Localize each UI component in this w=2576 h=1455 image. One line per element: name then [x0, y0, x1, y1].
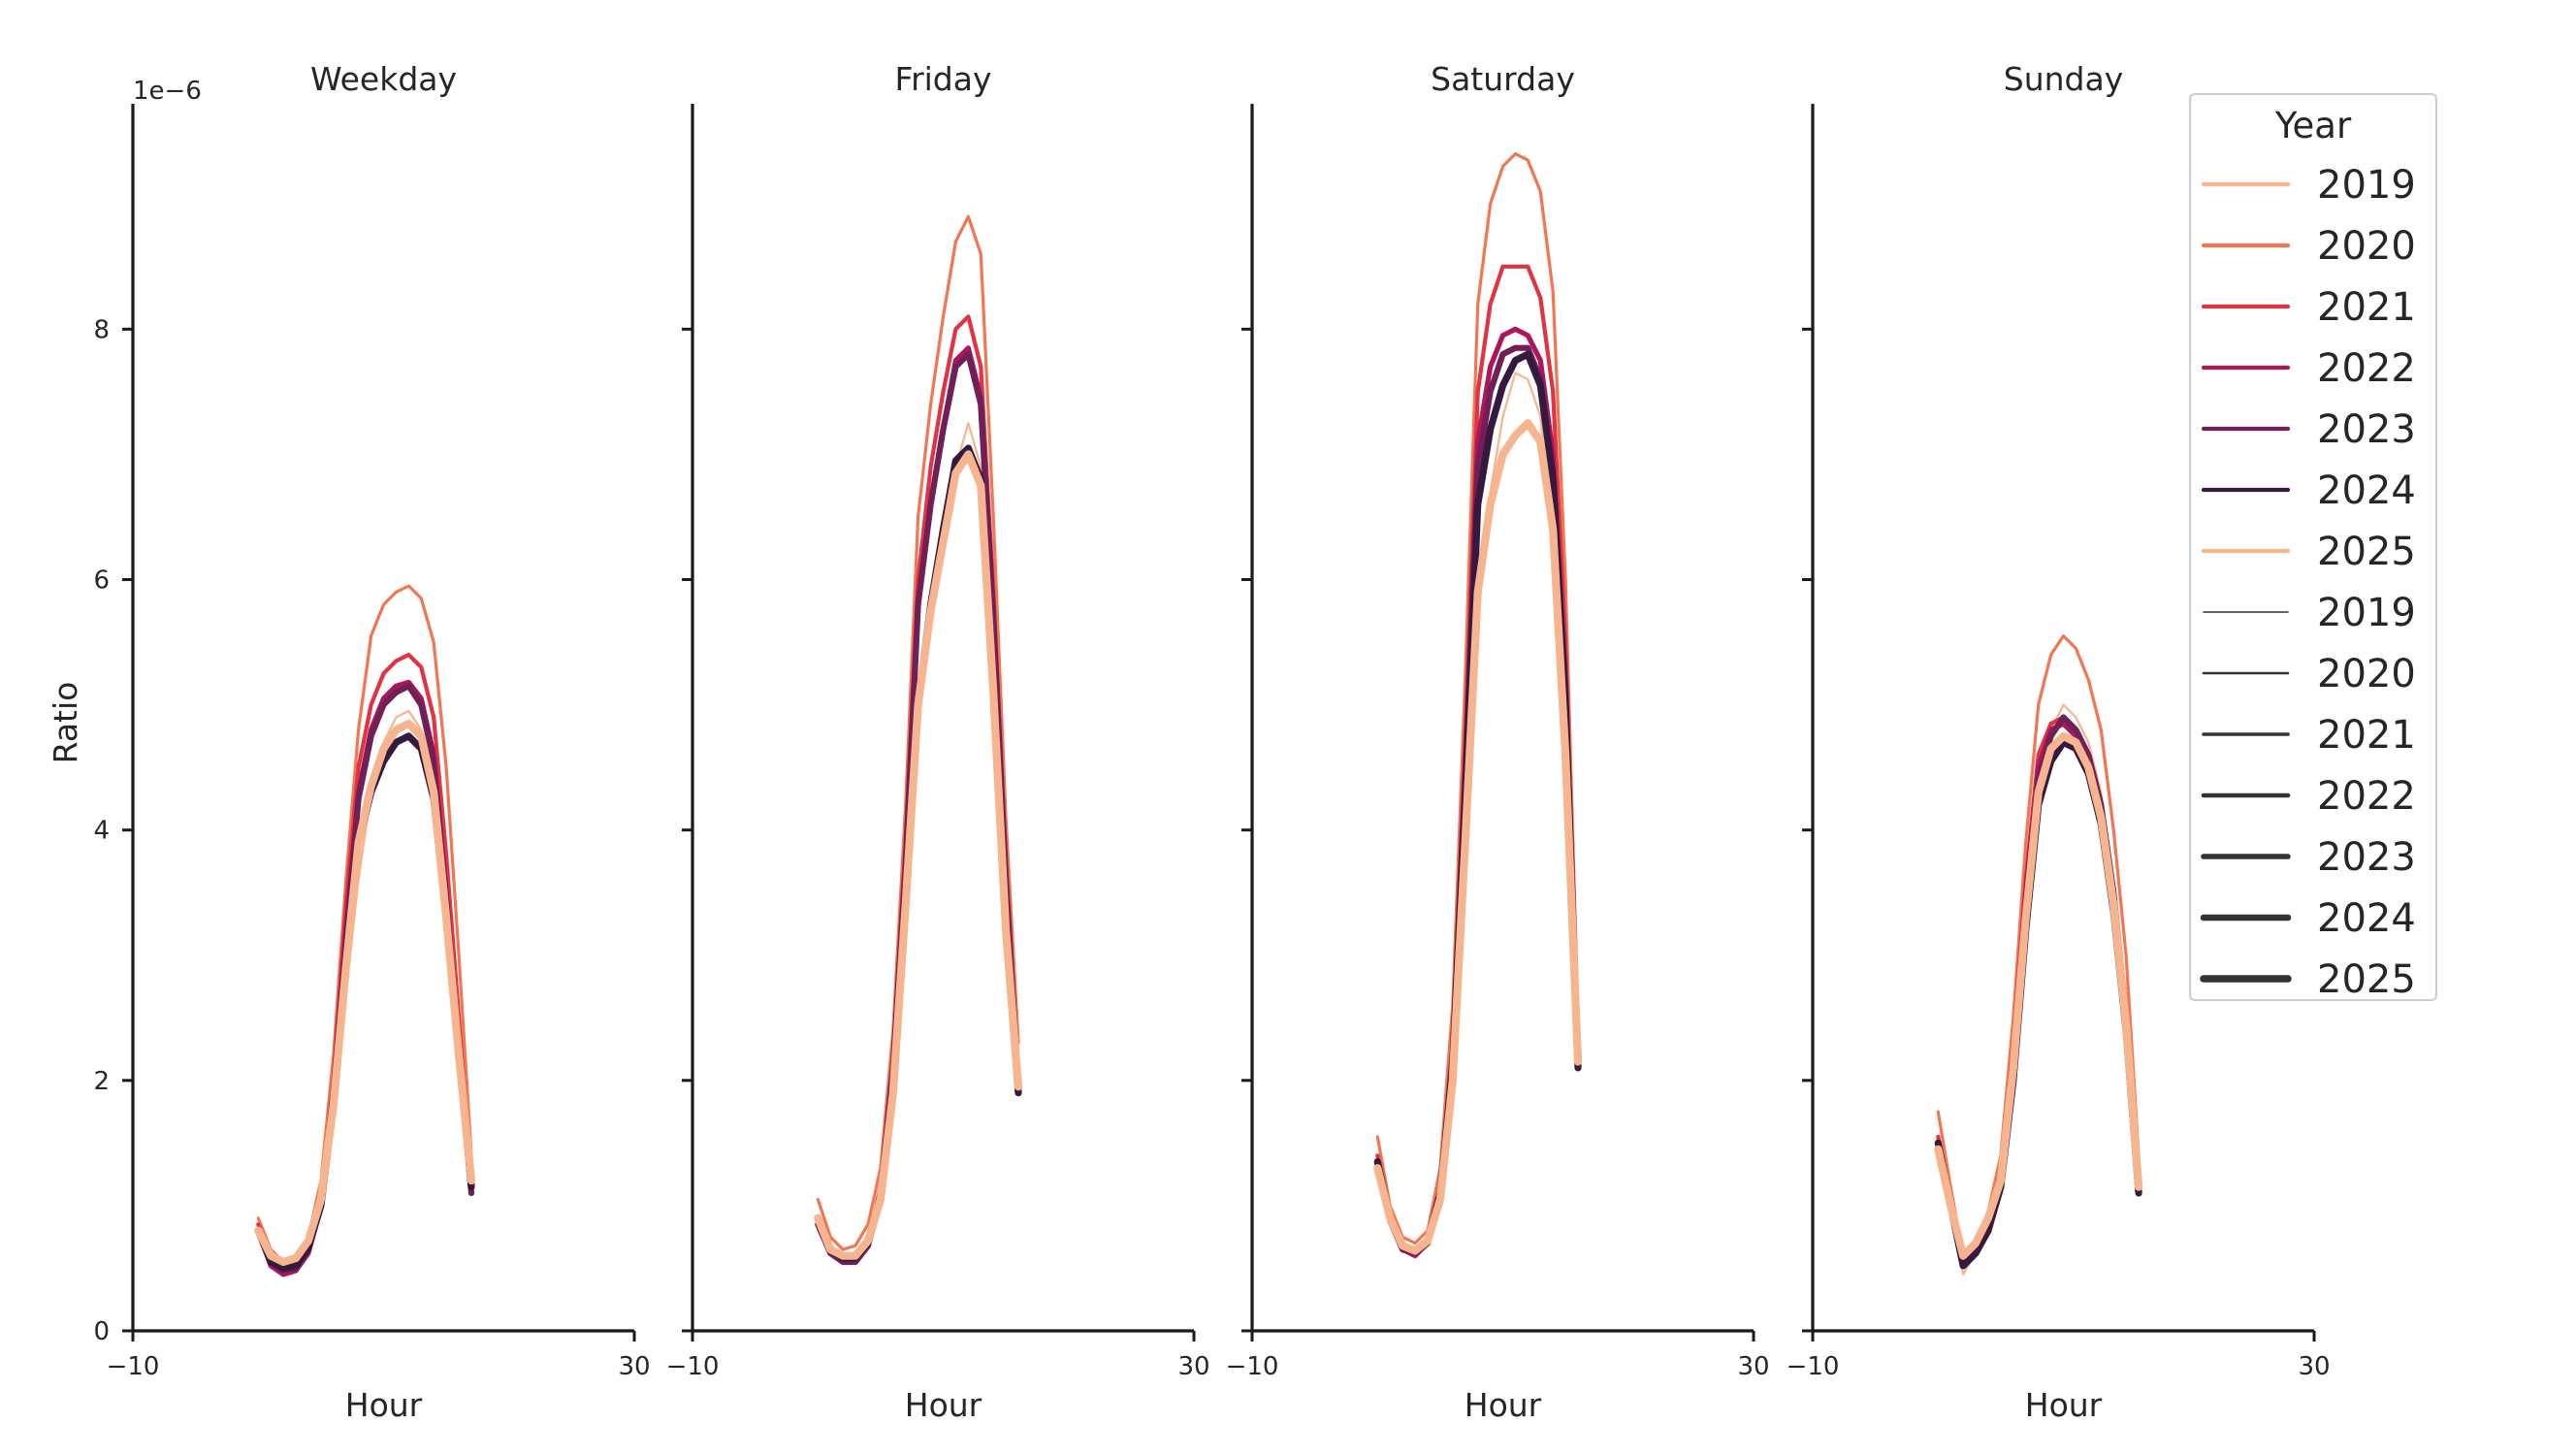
x-tick-label: 30	[2298, 1352, 2330, 1381]
x-tick-label: 30	[1177, 1352, 1209, 1381]
panel-friday: Friday −10 30 Hour	[666, 60, 1210, 1424]
legend-label: 2020	[2317, 652, 2416, 696]
x-axis-label: Hour	[2025, 1386, 2103, 1424]
x-axis-label: Hour	[1465, 1386, 1542, 1424]
legend-item-size-2020: 2020	[2202, 652, 2416, 696]
panel-title: Saturday	[1431, 60, 1575, 98]
legend-item-size-2024: 2024	[2200, 896, 2416, 941]
legend-frame	[2189, 93, 2437, 1001]
y-tick-label: 2	[93, 1067, 110, 1096]
x-tick-label: −10	[1787, 1352, 1840, 1381]
series-line-2020	[256, 584, 473, 1264]
legend-label: 2025	[2317, 530, 2416, 574]
legend-item-hue-2025: 2025	[2201, 530, 2416, 574]
y-tick-label: 4	[93, 817, 110, 846]
series-line-2021	[256, 652, 474, 1274]
panel-sunday: Sunday −10 30 Hour	[1787, 60, 2331, 1424]
legend-item-hue-2021: 2021	[2201, 285, 2416, 330]
x-tick-label: −10	[107, 1352, 160, 1381]
legend-item-size-2025: 2025	[2200, 957, 2416, 1002]
legend-item-hue-2024: 2024	[2201, 469, 2416, 513]
series-line-2025	[254, 719, 476, 1267]
legend-item-hue-2020: 2020	[2201, 224, 2416, 269]
legend-item-size-2021: 2021	[2202, 713, 2416, 758]
y-axis-label: Ratio	[47, 682, 84, 764]
legend-label: 2023	[2317, 835, 2416, 880]
x-tick-label: −10	[666, 1352, 720, 1381]
legend-label: 2024	[2317, 896, 2416, 941]
series-line-2020	[1936, 633, 2141, 1258]
legend-item-hue-2022: 2022	[2201, 346, 2416, 391]
y-tick-label: 0	[93, 1317, 110, 1346]
legend-label: 2025	[2317, 957, 2416, 1002]
legend-label: 2024	[2317, 469, 2416, 513]
series-line-2025	[814, 450, 1023, 1260]
legend-title: Year	[2274, 105, 2352, 146]
x-axis-label: Hour	[345, 1386, 423, 1424]
legend-item-hue-2019: 2019	[2201, 163, 2416, 208]
legend-label: 2021	[2317, 285, 2416, 330]
legend-item-hue-2023: 2023	[2201, 407, 2416, 452]
y-offset-label: 1e−6	[133, 77, 202, 106]
x-tick-label: 30	[618, 1352, 650, 1381]
y-tick-label: 8	[93, 315, 110, 344]
series-line-2023	[815, 351, 1022, 1266]
legend-label: 2023	[2317, 407, 2416, 452]
panel-saturday: Saturday −10 30 Hour	[1226, 60, 1770, 1424]
legend-label: 2022	[2317, 774, 2416, 819]
x-tick-label: 30	[1737, 1352, 1769, 1381]
legend-label: 2019	[2317, 591, 2416, 635]
legend-item-size-2022: 2022	[2201, 774, 2416, 819]
legend-label: 2022	[2317, 346, 2416, 391]
x-axis-label: Hour	[905, 1386, 982, 1424]
legend-label: 2020	[2317, 224, 2416, 269]
legend-item-size-2019: 2019	[2203, 591, 2416, 635]
series-line-2025	[1373, 419, 1583, 1255]
legend-label: 2021	[2317, 713, 2416, 758]
panel-title: Friday	[894, 60, 991, 98]
panel-weekday: Weekday 0 2 4 6 8 −10 30 Hour	[93, 60, 650, 1424]
legend: Year 2019 2020 2021 2022 2023 2024 2025 2019 2020…	[2189, 93, 2437, 1002]
series-line-2020	[816, 214, 1020, 1251]
y-tick-label: 6	[93, 566, 110, 596]
legend-label: 2019	[2317, 163, 2416, 208]
series-line-2020	[1375, 152, 1580, 1245]
legend-item-size-2023: 2023	[2201, 835, 2416, 880]
series-line-2021	[816, 314, 1021, 1261]
x-tick-label: −10	[1226, 1352, 1279, 1381]
panel-title: Weekday	[310, 60, 457, 98]
panel-title: Sunday	[2004, 60, 2123, 98]
series-line-2025	[1934, 731, 2143, 1260]
